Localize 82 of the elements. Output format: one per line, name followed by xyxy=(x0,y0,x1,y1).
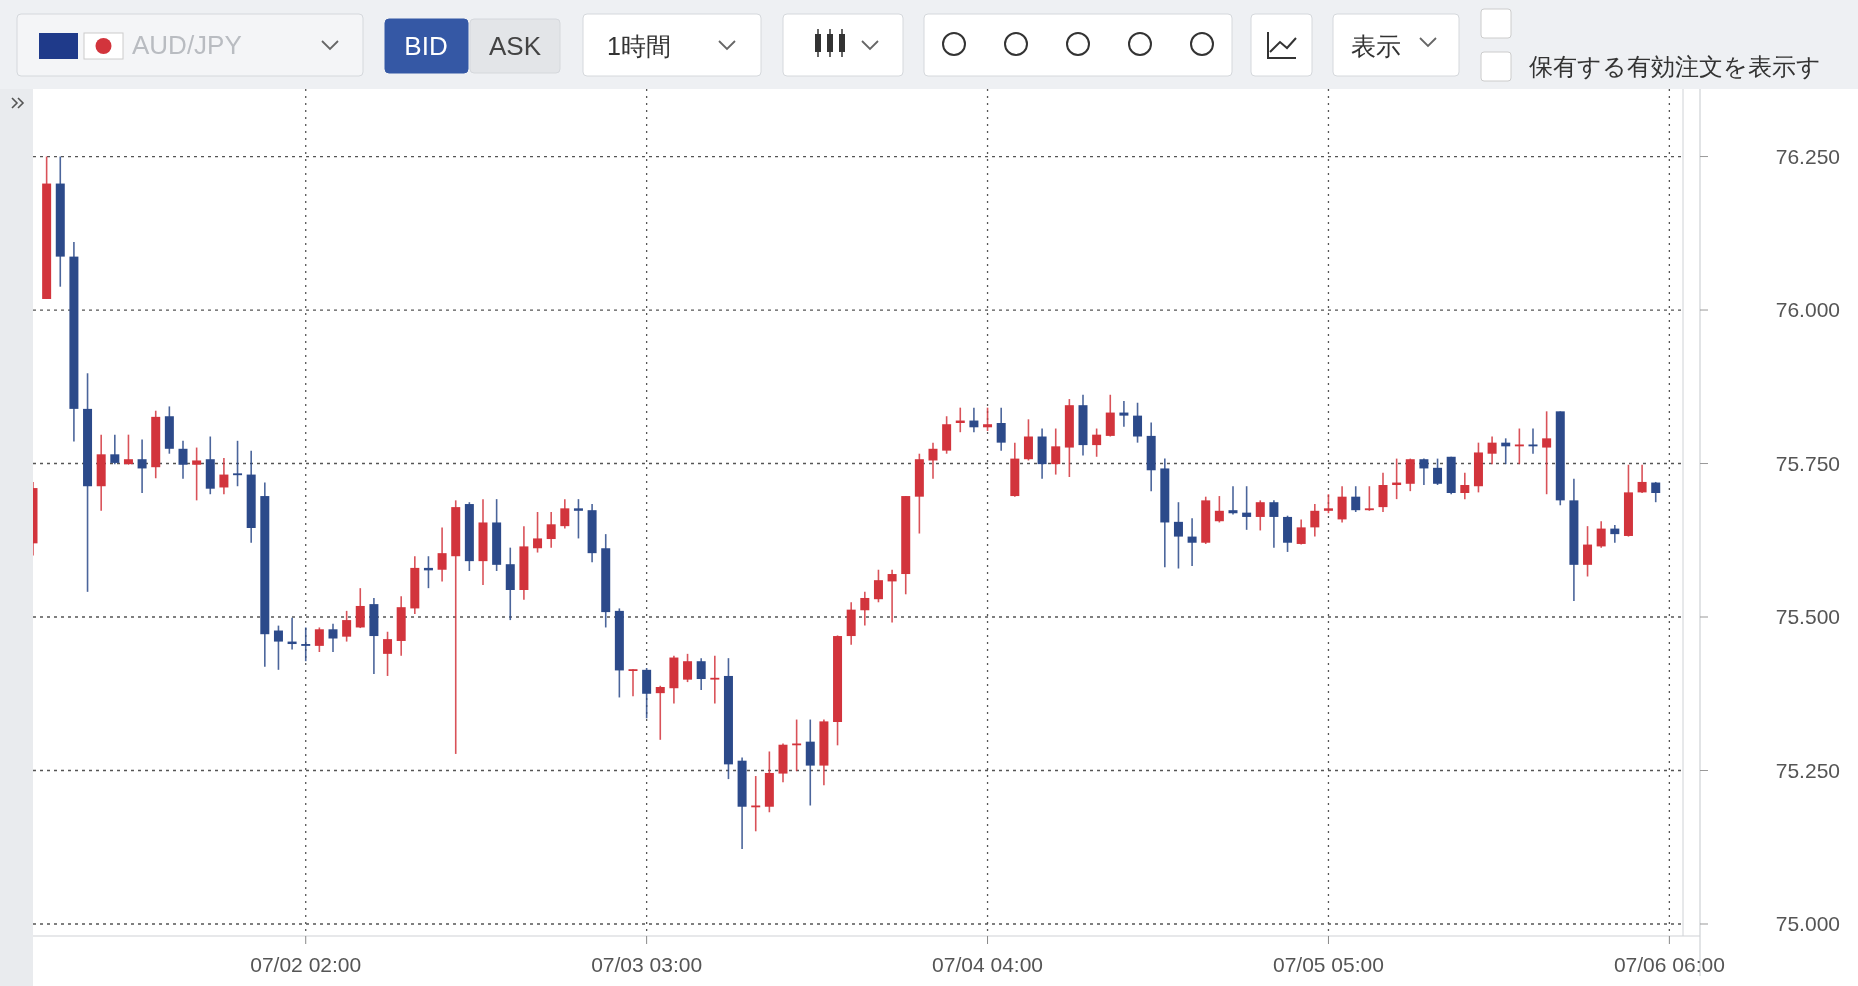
candlestick xyxy=(437,526,447,583)
candlestick xyxy=(1187,517,1197,567)
candlestick xyxy=(996,406,1006,452)
candlestick xyxy=(873,568,883,604)
candlestick xyxy=(1242,485,1252,531)
text: ASK xyxy=(488,31,542,61)
candlestick xyxy=(137,438,147,494)
candlestick xyxy=(1351,485,1361,513)
candlestick xyxy=(1051,427,1061,476)
y-tick-label: 75.500 xyxy=(1775,605,1840,629)
candlestick xyxy=(1542,410,1552,496)
candlestick xyxy=(805,718,815,807)
candlestick xyxy=(683,653,693,683)
candlestick xyxy=(219,457,229,496)
candlestick xyxy=(546,511,556,549)
candlestick xyxy=(1460,471,1470,500)
candlestick xyxy=(887,568,897,624)
candlestick xyxy=(1173,501,1183,570)
candlestick xyxy=(560,498,570,530)
candlestick xyxy=(383,630,393,677)
candlestick xyxy=(314,626,324,653)
candlestick xyxy=(1269,499,1279,549)
y-tick-label: 75.000 xyxy=(1775,912,1840,935)
text: 保有する有効注文を表示す xyxy=(1529,53,1821,80)
candlestick xyxy=(1487,435,1497,465)
candlestick xyxy=(1296,518,1306,546)
candlestick xyxy=(1637,463,1647,494)
candlestick xyxy=(1514,427,1524,465)
x-tick-label: 07/06 06:00 xyxy=(1613,953,1725,976)
candlestick xyxy=(655,684,665,741)
candlestick xyxy=(573,498,583,540)
y-tick-label: 76.250 xyxy=(1775,144,1840,168)
candlestick xyxy=(642,667,652,720)
x-tick-label: 07/02 02:00 xyxy=(250,953,362,976)
candlestick xyxy=(1419,457,1429,486)
text: BID xyxy=(404,31,448,61)
candlestick xyxy=(1651,481,1661,503)
candlestick xyxy=(1528,427,1538,455)
candlestick xyxy=(1364,485,1374,512)
candlestick xyxy=(696,657,706,691)
candlestick xyxy=(123,433,133,466)
text: 1時間 xyxy=(607,32,671,60)
candlestick xyxy=(1214,495,1224,524)
candlestick xyxy=(983,406,993,432)
candlestick xyxy=(1255,499,1265,532)
x-tick-label: 07/05 05:00 xyxy=(1272,953,1384,976)
candlestick xyxy=(1105,393,1115,438)
text: AUD/JPY xyxy=(132,30,242,60)
y-tick-label: 75.250 xyxy=(1775,758,1840,782)
candlestick xyxy=(1433,457,1443,486)
candlestick xyxy=(1119,400,1129,428)
candlestick xyxy=(192,446,202,502)
candlestick xyxy=(628,668,638,698)
candlestick xyxy=(301,626,311,663)
candlestick xyxy=(178,440,188,480)
candlestick xyxy=(1610,524,1620,544)
candlestick xyxy=(342,610,352,643)
candlestick xyxy=(355,587,365,629)
candlestick xyxy=(1378,471,1388,513)
candlestick xyxy=(1228,485,1238,516)
candlestick xyxy=(1133,401,1143,444)
candlestick xyxy=(328,622,338,653)
x-tick-label: 07/04 04:00 xyxy=(932,953,1044,976)
candlestick xyxy=(1596,520,1606,549)
candlestick xyxy=(710,654,720,705)
candlestick xyxy=(273,624,283,671)
candlestick xyxy=(1337,485,1347,524)
y-tick-label: 76.000 xyxy=(1775,298,1840,322)
candlestick xyxy=(928,441,938,480)
candlestick xyxy=(233,440,243,488)
candlestick xyxy=(1092,427,1102,458)
candlestick xyxy=(1583,525,1593,578)
candlestick xyxy=(110,433,120,465)
x-tick-label: 07/03 03:00 xyxy=(591,953,703,976)
candlestick xyxy=(860,591,870,627)
candlestick xyxy=(792,718,802,772)
candlestick xyxy=(1323,493,1333,515)
text: 表示 xyxy=(1351,32,1401,60)
candlestick xyxy=(1023,418,1033,462)
candlestick xyxy=(1310,503,1320,538)
candlestick xyxy=(533,511,543,554)
y-tick-label: 75.750 xyxy=(1775,451,1840,475)
